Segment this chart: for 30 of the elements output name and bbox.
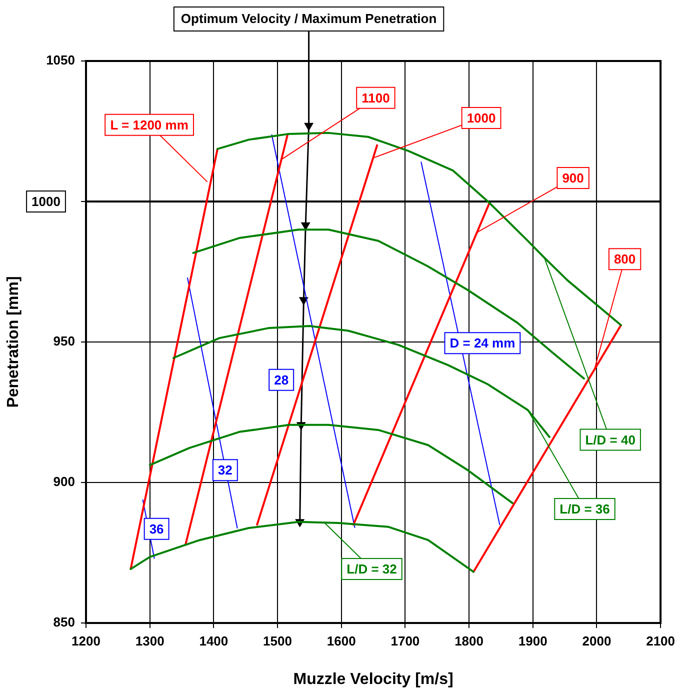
annotation: 28 bbox=[274, 372, 289, 388]
annotation: D = 24 mm bbox=[450, 336, 516, 351]
x-tick-label: 1800 bbox=[454, 633, 484, 648]
y-tick-label: 850 bbox=[53, 614, 75, 630]
y-tick-label: 1050 bbox=[46, 52, 75, 68]
y-tick-label: 950 bbox=[53, 334, 75, 349]
x-tick-label: 2000 bbox=[582, 633, 612, 648]
annotation: L = 1200 mm bbox=[110, 117, 188, 132]
x-tick-label: 1400 bbox=[199, 633, 228, 648]
annotation: 32 bbox=[218, 462, 232, 478]
annotation: 1000 bbox=[466, 110, 496, 126]
x-tick-label: 1500 bbox=[263, 633, 292, 648]
annotation: L/D = 36 bbox=[560, 502, 610, 517]
x-tick-label: 1700 bbox=[390, 633, 420, 648]
annotation: 36 bbox=[149, 521, 164, 536]
x-tick-label: 1200 bbox=[72, 633, 100, 648]
x-tick-label: 1300 bbox=[135, 633, 164, 648]
y-tick-label: 900 bbox=[53, 474, 75, 490]
ref-line-label: 1000 bbox=[32, 194, 60, 210]
annotation: 900 bbox=[562, 170, 584, 186]
annotation: 800 bbox=[614, 252, 636, 267]
y-axis-title: Penetration [mm] bbox=[5, 276, 22, 408]
chart-title: Optimum Velocity / Maximum Penetration bbox=[180, 11, 437, 26]
annotation: L/D = 40 bbox=[585, 432, 636, 448]
annotation: L/D = 32 bbox=[346, 562, 397, 577]
x-axis-title: Muzzle Velocity [m/s] bbox=[293, 670, 454, 688]
x-tick-label: 1600 bbox=[326, 633, 356, 648]
annotation: 1100 bbox=[362, 90, 390, 106]
x-tick-label: 1900 bbox=[518, 633, 548, 648]
x-tick-label: 2100 bbox=[646, 633, 675, 648]
